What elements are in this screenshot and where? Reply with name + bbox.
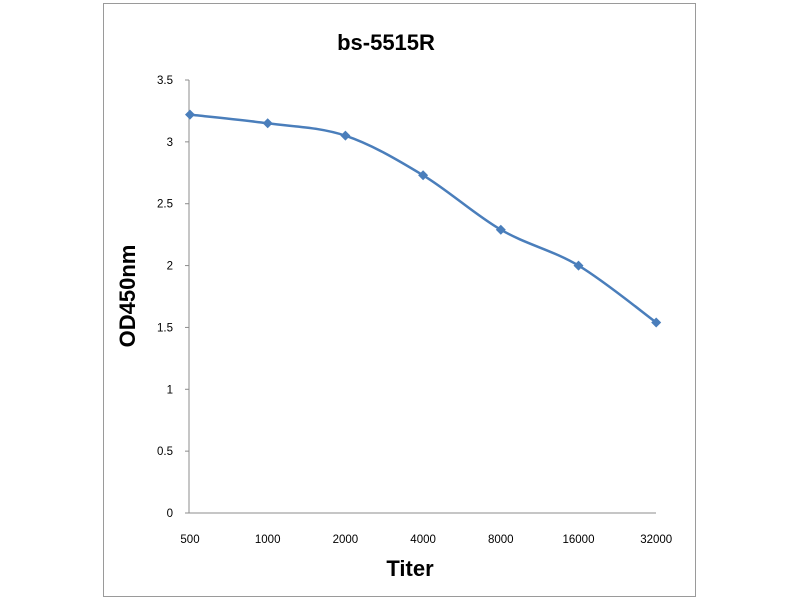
x-tick-label: 500 bbox=[180, 534, 199, 546]
data-point-marker bbox=[418, 170, 429, 181]
x-tick-label: 32000 bbox=[640, 534, 672, 546]
chart-frame bbox=[103, 3, 696, 597]
y-tick-group: 0 0.5 1 1.5 2 2.5 3 3.5 bbox=[157, 75, 189, 520]
y-tick-label: 0 bbox=[167, 508, 173, 520]
y-axis-title: OD450nm bbox=[115, 245, 140, 348]
x-tick-label: 2000 bbox=[333, 534, 359, 546]
y-tick-label: 3.5 bbox=[157, 75, 173, 87]
data-point-marker bbox=[651, 317, 662, 328]
y-tick-label: 1.5 bbox=[157, 322, 173, 334]
x-tick-label: 8000 bbox=[488, 534, 514, 546]
x-tick-label: 16000 bbox=[563, 534, 595, 546]
data-point-marker bbox=[495, 224, 506, 235]
x-tick-label: 1000 bbox=[255, 534, 281, 546]
y-tick-label: 2.5 bbox=[157, 199, 173, 211]
data-point-marker bbox=[573, 260, 584, 271]
y-tick-label: 3 bbox=[167, 137, 173, 149]
series-group bbox=[185, 109, 662, 328]
data-point-marker bbox=[340, 130, 351, 141]
chart-title: bs-5515R bbox=[337, 30, 435, 55]
y-tick-label: 1 bbox=[167, 384, 173, 396]
y-tick-label: 2 bbox=[167, 261, 173, 273]
data-point-marker bbox=[185, 109, 195, 120]
x-axis-title: Titer bbox=[386, 556, 434, 581]
x-tick-group: 500 1000 2000 4000 8000 16000 32000 bbox=[180, 534, 672, 546]
data-point-marker bbox=[262, 118, 273, 129]
x-tick-label: 4000 bbox=[410, 534, 436, 546]
series-line bbox=[189, 113, 657, 324]
y-tick-label: 0.5 bbox=[157, 446, 173, 458]
